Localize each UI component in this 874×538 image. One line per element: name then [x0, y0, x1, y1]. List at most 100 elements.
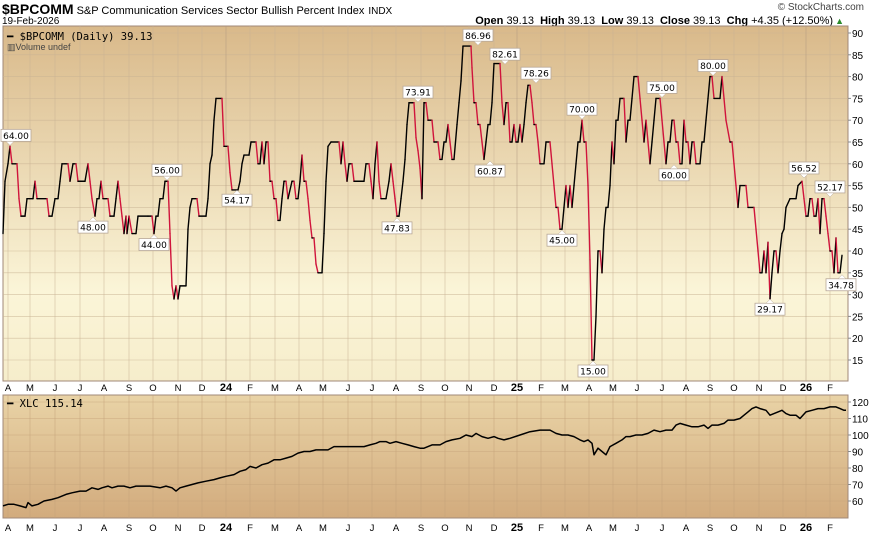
- svg-text:J: J: [635, 523, 640, 534]
- chg-label: Chg: [726, 15, 749, 27]
- svg-text:15: 15: [852, 356, 864, 367]
- svg-text:48.00: 48.00: [80, 224, 106, 234]
- volume-legend: ▥Volume undef: [7, 42, 71, 52]
- svg-text:30: 30: [852, 291, 864, 302]
- svg-text:J: J: [78, 523, 83, 534]
- annotation-label: 78.26: [520, 66, 552, 84]
- annotation-label: 34.78: [825, 274, 857, 291]
- main-price-panel: 64.00 48.00 56.00 44.00 54.17 47.83 73.91 86.96…: [0, 25, 864, 382]
- annotation-label: 70.00: [566, 102, 598, 120]
- svg-text:S: S: [707, 383, 713, 394]
- svg-text:29.17: 29.17: [757, 306, 783, 316]
- annotation-label: 44.00: [138, 234, 170, 251]
- svg-text:A: A: [296, 383, 303, 394]
- svg-text:34.78: 34.78: [828, 281, 854, 291]
- svg-text:52.17: 52.17: [817, 183, 843, 193]
- svg-text:70.00: 70.00: [569, 106, 595, 116]
- svg-text:47.83: 47.83: [384, 224, 410, 234]
- svg-text:26: 26: [800, 382, 812, 394]
- svg-text:A: A: [586, 383, 593, 394]
- annotation-label: 56.00: [151, 163, 183, 181]
- xlc-legend: ━ XLC 115.14: [6, 398, 83, 410]
- annotation-label: 80.00: [697, 59, 729, 76]
- svg-text:60: 60: [852, 497, 864, 508]
- svg-text:N: N: [175, 523, 182, 534]
- svg-text:F: F: [247, 383, 253, 394]
- svg-text:45.00: 45.00: [549, 237, 575, 247]
- svg-text:J: J: [78, 383, 83, 394]
- svg-text:78.26: 78.26: [523, 70, 549, 80]
- svg-text:85: 85: [852, 51, 864, 62]
- svg-text:S: S: [126, 523, 132, 534]
- svg-text:35: 35: [852, 269, 864, 280]
- annotation-label: 82.61: [489, 47, 521, 65]
- svg-text:86.96: 86.96: [465, 32, 491, 42]
- svg-text:J: J: [53, 383, 58, 394]
- svg-text:73.91: 73.91: [405, 89, 431, 99]
- close-label: Close: [659, 15, 690, 27]
- up-arrow-icon: ▲: [835, 16, 844, 26]
- svg-text:N: N: [466, 523, 473, 534]
- annotation-label: 47.83: [381, 217, 413, 234]
- annotation-label: 15.00: [577, 360, 609, 378]
- svg-text:J: J: [346, 383, 351, 394]
- xlc-panel: 60 70 80 90 100 110 120 ━ XLC 115.14: [2, 394, 869, 519]
- volume-bars-icon: ▥: [7, 42, 16, 52]
- svg-text:O: O: [730, 523, 737, 534]
- svg-text:50: 50: [852, 203, 864, 214]
- svg-text:A: A: [5, 383, 12, 394]
- annotation-label: 56.52: [788, 161, 820, 179]
- svg-text:M: M: [561, 523, 569, 534]
- svg-text:80.00: 80.00: [700, 62, 726, 72]
- svg-text:M: M: [319, 523, 327, 534]
- main-legend: ━ $BPCOMM (Daily) 39.13: [6, 31, 152, 43]
- annotation-label: 52.17: [814, 180, 846, 198]
- chart-title: $BPCOMM S&P Communication Services Sector…: [2, 1, 392, 17]
- svg-text:82.61: 82.61: [492, 51, 518, 61]
- svg-text:J: J: [660, 383, 665, 394]
- svg-text:O: O: [441, 383, 448, 394]
- svg-text:J: J: [370, 523, 375, 534]
- svg-text:90: 90: [852, 29, 864, 40]
- annotation-label: 73.91: [402, 85, 434, 103]
- svg-text:M: M: [609, 523, 617, 534]
- exchange: INDX: [368, 6, 393, 17]
- svg-text:A: A: [296, 523, 303, 534]
- month-axis-top: A M J J A S O N D 24 F M A M J J A S O N D 25 F M A M J J A S O N D 26 F: [5, 382, 833, 394]
- svg-text:110: 110: [852, 415, 868, 426]
- low-value: 39.13: [626, 15, 654, 27]
- annotation-label: 45.00: [546, 229, 578, 247]
- svg-text:J: J: [635, 383, 640, 394]
- svg-text:A: A: [393, 383, 400, 394]
- svg-text:56.52: 56.52: [791, 164, 817, 174]
- svg-text:S: S: [707, 523, 713, 534]
- svg-text:M: M: [26, 383, 34, 394]
- copyright: © StockCharts.com: [777, 2, 864, 13]
- svg-text:J: J: [660, 523, 665, 534]
- svg-text:A: A: [393, 523, 400, 534]
- chart-date: 19-Feb-2026: [2, 16, 60, 27]
- svg-text:M: M: [319, 383, 327, 394]
- svg-text:D: D: [199, 523, 206, 534]
- svg-text:24: 24: [220, 522, 233, 534]
- annotation-label: 60.87: [474, 160, 506, 178]
- svg-text:M: M: [271, 383, 279, 394]
- svg-text:55: 55: [852, 182, 864, 193]
- svg-text:J: J: [370, 383, 375, 394]
- svg-text:45: 45: [852, 225, 864, 236]
- index-name: S&P Communication Services Sector Bullis…: [76, 5, 365, 17]
- svg-text:60: 60: [852, 160, 864, 171]
- svg-text:80: 80: [852, 73, 864, 84]
- svg-text:J: J: [346, 523, 351, 534]
- close-value: 39.13: [693, 15, 721, 27]
- svg-text:40: 40: [852, 247, 864, 258]
- svg-text:25: 25: [511, 382, 523, 394]
- svg-text:54.17: 54.17: [224, 197, 250, 207]
- svg-text:N: N: [175, 383, 182, 394]
- svg-text:F: F: [827, 383, 833, 394]
- svg-text:D: D: [780, 383, 787, 394]
- svg-text:O: O: [149, 523, 156, 534]
- svg-text:M: M: [271, 523, 279, 534]
- svg-text:N: N: [756, 523, 763, 534]
